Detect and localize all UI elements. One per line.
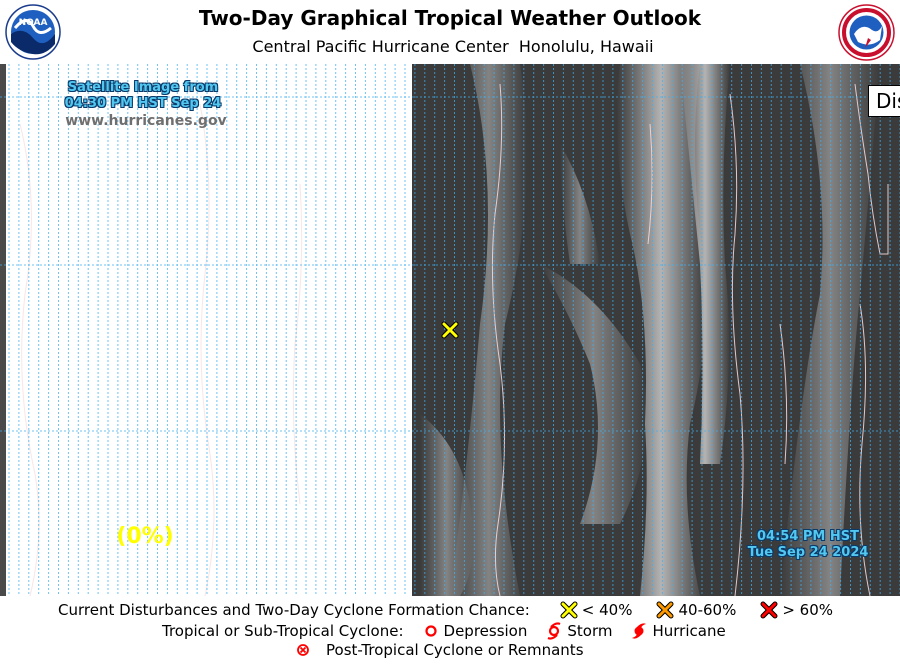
medium-chance-x-icon — [656, 601, 674, 619]
legend-post-tropical-row: Post-Tropical Cyclone or Remnants — [294, 641, 590, 659]
header: NOAA Two-Day Graphical Tropical Weather … — [0, 0, 900, 64]
svg-text:NOAA: NOAA — [19, 18, 48, 28]
faint-traces — [19, 103, 303, 596]
low-chance-x-icon — [560, 601, 578, 619]
cloud-bands — [420, 64, 880, 596]
satellite-map: Satellite Image from 04:30 PM HST Sep 24… — [0, 64, 900, 596]
issue-time-label: 04:54 PM HST Tue Sep 24 2024 — [738, 529, 878, 561]
disturbance-marker-icon — [441, 321, 459, 339]
nws-logo — [838, 4, 895, 61]
legend-medium: 40-60% — [678, 601, 737, 619]
legend: Current Disturbances and Two-Day Cyclone… — [0, 596, 900, 665]
legend-cyclone-row: Tropical or Sub-Tropical Cyclone: Depres… — [162, 622, 732, 640]
noaa-logo: NOAA — [5, 4, 61, 60]
legend-high: > 60% — [782, 601, 834, 619]
legend-low: < 40% — [581, 601, 633, 619]
legend-hurricane: Hurricane — [652, 622, 726, 640]
source-url: www.hurricanes.gov — [65, 113, 227, 129]
satellite-time-label: Satellite Image from 04:30 PM HST Sep 24 — [58, 80, 228, 112]
disturbance-box[interactable]: Dis — [868, 85, 900, 117]
latlon-grid — [0, 64, 900, 596]
legend-depression: Depression — [443, 622, 528, 640]
page-title: Two-Day Graphical Tropical Weather Outlo… — [198, 6, 702, 30]
depression-icon — [422, 622, 440, 640]
boundary-traces — [491, 83, 889, 596]
left-edge-strip — [0, 64, 6, 596]
page-subtitle: Central Pacific Hurricane Center Honolul… — [252, 37, 654, 56]
issue-time-line1: 04:54 PM HST — [756, 529, 859, 544]
satellite-label-line2: 04:30 PM HST Sep 24 — [64, 96, 222, 111]
post-tropical-icon — [294, 641, 312, 659]
issue-time-line2: Tue Sep 24 2024 — [747, 545, 869, 560]
hurricane-icon — [630, 622, 648, 640]
legend-disturbance-row: Current Disturbances and Two-Day Cyclone… — [58, 601, 839, 619]
legend-disturbance-label: Current Disturbances and Two-Day Cyclone… — [58, 601, 530, 619]
legend-cyclone-label: Tropical or Sub-Tropical Cyclone: — [162, 622, 404, 640]
legend-storm: Storm — [567, 622, 613, 640]
storm-icon — [545, 622, 563, 640]
legend-post-tropical: Post-Tropical Cyclone or Remnants — [326, 641, 584, 659]
high-chance-x-icon — [760, 601, 778, 619]
formation-chance-label: (0%) — [116, 524, 174, 549]
satellite-label-line1: Satellite Image from — [67, 80, 219, 95]
